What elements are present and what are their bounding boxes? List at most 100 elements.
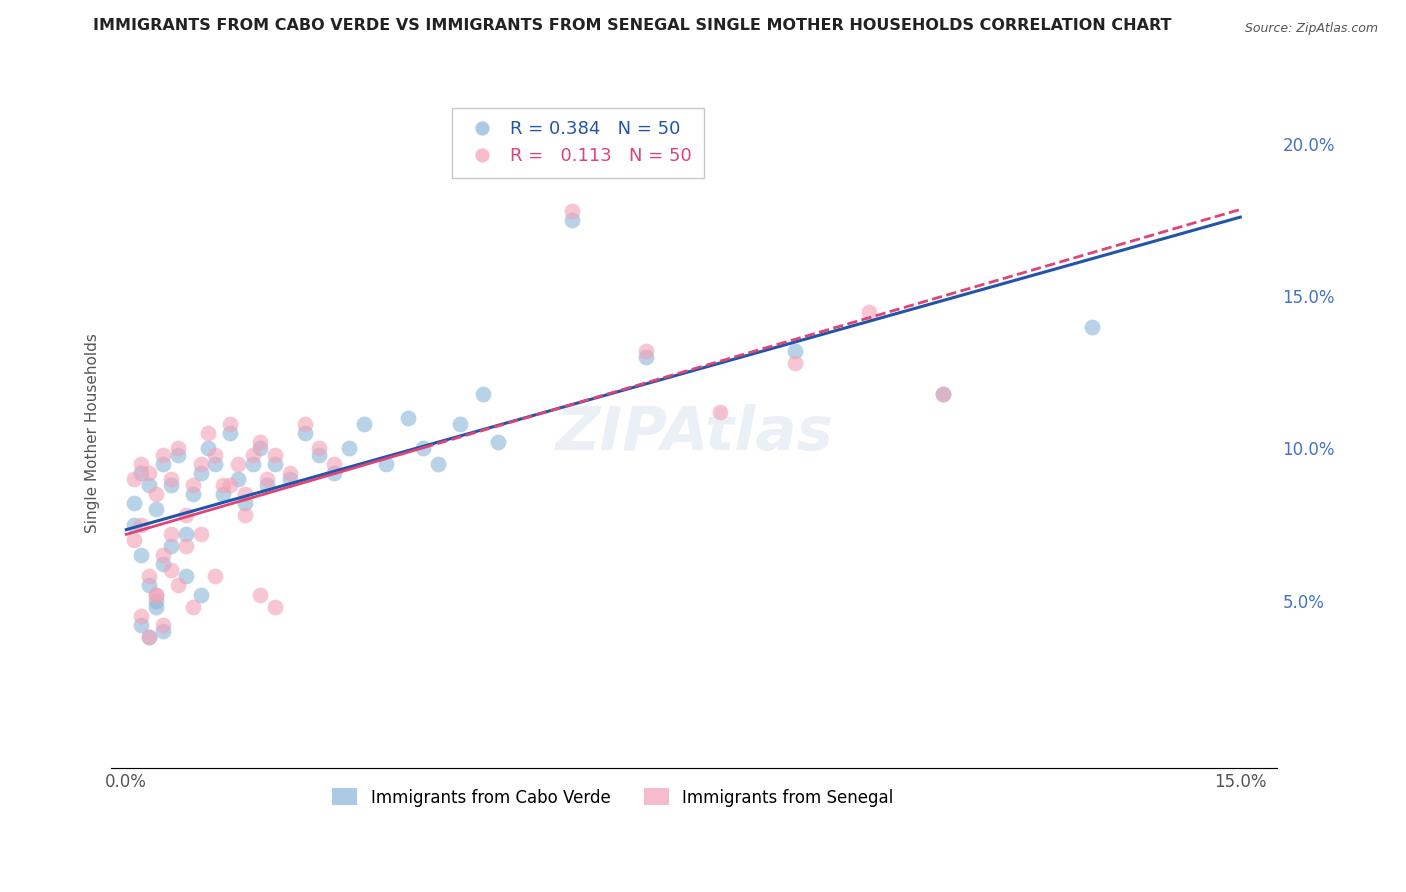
Text: IMMIGRANTS FROM CABO VERDE VS IMMIGRANTS FROM SENEGAL SINGLE MOTHER HOUSEHOLDS C: IMMIGRANTS FROM CABO VERDE VS IMMIGRANTS…: [93, 18, 1173, 33]
Point: [636, 344, 658, 359]
Point: [159, 478, 181, 492]
Point: [190, 587, 212, 601]
Text: ZIPAtlas: ZIPAtlas: [555, 404, 834, 463]
Point: [412, 442, 434, 456]
Point: [167, 448, 190, 462]
Point: [219, 478, 242, 492]
Point: [174, 539, 197, 553]
Point: [145, 593, 167, 607]
Point: [278, 466, 301, 480]
Point: [122, 517, 145, 532]
Point: [174, 569, 197, 583]
Point: [932, 386, 955, 401]
Point: [709, 405, 731, 419]
Point: [138, 630, 160, 644]
Point: [181, 478, 204, 492]
Point: [249, 442, 271, 456]
Point: [256, 478, 278, 492]
Point: [174, 526, 197, 541]
Point: [159, 472, 181, 486]
Point: [138, 578, 160, 592]
Point: [263, 448, 285, 462]
Point: [122, 533, 145, 547]
Point: [122, 472, 145, 486]
Point: [197, 426, 219, 441]
Point: [159, 539, 181, 553]
Point: [242, 448, 264, 462]
Point: [152, 557, 174, 571]
Point: [449, 417, 471, 431]
Point: [561, 213, 583, 227]
Point: [129, 457, 152, 471]
Point: [337, 442, 360, 456]
Point: [197, 442, 219, 456]
Point: [636, 350, 658, 364]
Point: [122, 496, 145, 510]
Point: [233, 496, 256, 510]
Point: [129, 608, 152, 623]
Point: [219, 426, 242, 441]
Point: [159, 526, 181, 541]
Point: [278, 472, 301, 486]
Point: [353, 417, 375, 431]
Point: [204, 457, 226, 471]
Point: [308, 448, 330, 462]
Point: [152, 457, 174, 471]
Point: [294, 417, 316, 431]
Point: [783, 356, 806, 370]
Point: [932, 386, 955, 401]
Point: [308, 442, 330, 456]
Point: [233, 487, 256, 501]
Point: [174, 508, 197, 523]
Point: [181, 487, 204, 501]
Point: [145, 587, 167, 601]
Point: [858, 304, 880, 318]
Point: [167, 578, 190, 592]
Legend: Immigrants from Cabo Verde, Immigrants from Senegal: Immigrants from Cabo Verde, Immigrants f…: [326, 781, 900, 814]
Point: [190, 526, 212, 541]
Point: [204, 569, 226, 583]
Point: [323, 457, 346, 471]
Point: [398, 411, 420, 425]
Point: [181, 599, 204, 614]
Point: [204, 448, 226, 462]
Point: [233, 508, 256, 523]
Point: [190, 457, 212, 471]
Point: [1080, 319, 1102, 334]
Point: [145, 487, 167, 501]
Point: [152, 548, 174, 562]
Point: [129, 517, 152, 532]
Point: [129, 548, 152, 562]
Point: [190, 466, 212, 480]
Point: [242, 457, 264, 471]
Point: [256, 472, 278, 486]
Text: Source: ZipAtlas.com: Source: ZipAtlas.com: [1244, 22, 1378, 36]
Point: [138, 466, 160, 480]
Point: [561, 204, 583, 219]
Point: [226, 472, 249, 486]
Point: [219, 417, 242, 431]
Point: [226, 457, 249, 471]
Point: [323, 466, 346, 480]
Point: [159, 563, 181, 577]
Point: [138, 630, 160, 644]
Point: [263, 457, 285, 471]
Point: [152, 624, 174, 638]
Point: [138, 569, 160, 583]
Point: [375, 457, 398, 471]
Y-axis label: Single Mother Households: Single Mother Households: [86, 334, 100, 533]
Point: [145, 502, 167, 516]
Point: [249, 435, 271, 450]
Point: [249, 587, 271, 601]
Point: [486, 435, 509, 450]
Point: [427, 457, 450, 471]
Point: [145, 587, 167, 601]
Point: [152, 618, 174, 632]
Point: [145, 599, 167, 614]
Point: [167, 442, 190, 456]
Point: [263, 599, 285, 614]
Point: [471, 386, 494, 401]
Point: [152, 448, 174, 462]
Point: [129, 618, 152, 632]
Point: [211, 487, 233, 501]
